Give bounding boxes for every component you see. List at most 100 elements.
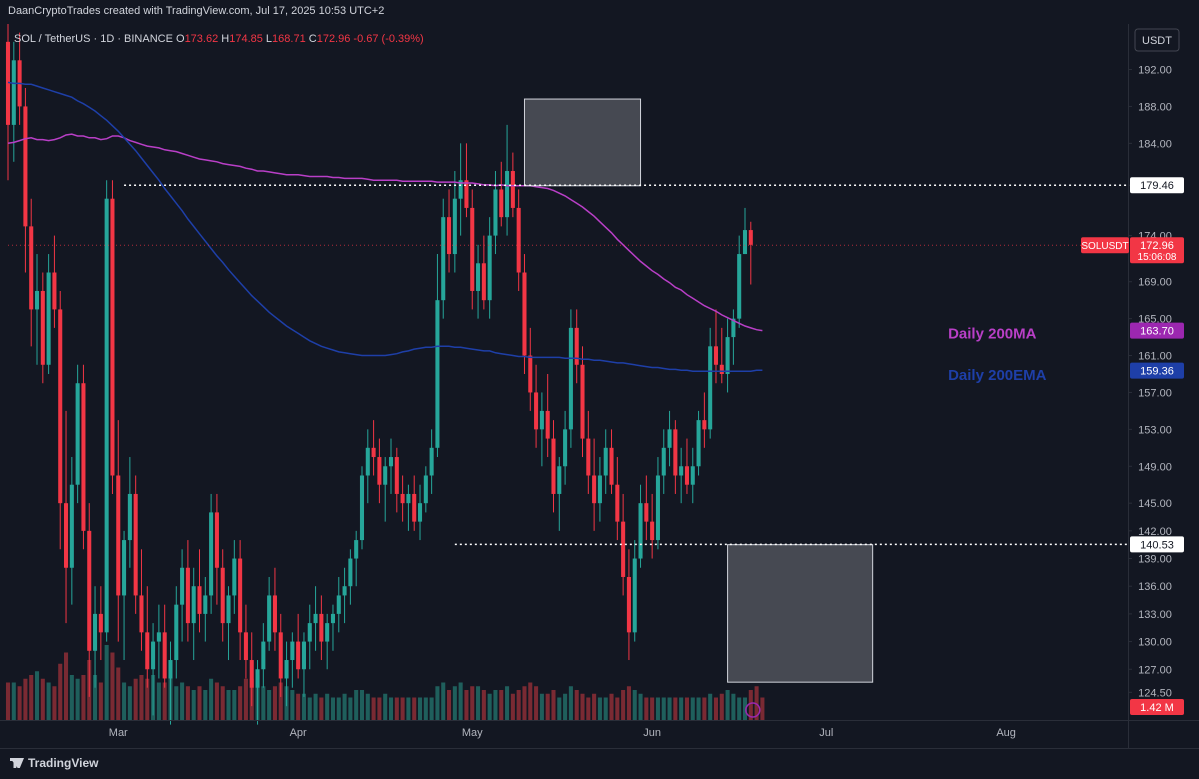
candle-body [539,410,544,430]
volume-bar [464,690,469,720]
currency-button[interactable] [1134,28,1180,52]
candle-body [313,613,318,624]
volume-bar [214,682,219,720]
candle-body [52,272,57,310]
volume-bar [719,693,724,720]
candle-body [748,230,753,245]
candle-body [609,447,614,485]
volume-bar [551,690,556,720]
volume-bar [679,697,684,720]
price-tag-140: 140.53 [1130,536,1184,553]
candle-body [81,383,86,531]
candle-body [557,466,562,494]
volume-bar [516,690,521,720]
candle-body [116,475,121,596]
candle-body [737,254,742,319]
candle-body [104,198,109,633]
volume-bar [272,686,277,720]
volume-bar [493,690,498,720]
price-tag-ema-text: 159.36 [1140,366,1174,378]
candle-body [522,272,527,356]
candle-body [592,475,597,504]
volume-bar [534,686,539,720]
credit-text: DaanCryptoTrades created with TradingVie… [8,5,385,17]
candle-body [127,493,132,541]
legend-part: 173.62 [185,33,222,45]
candle-body [348,558,353,587]
price-chart[interactable]: Daily 200MA Daily 200EMA 192.00 188.00 184.… [0,24,1199,748]
candle-body [568,327,573,430]
volume-bar [354,690,359,720]
volume-bar [377,697,382,720]
volume-bar [81,675,86,720]
volume-bar [441,682,446,720]
candle-body [11,60,16,125]
candle-body [388,457,394,467]
volume-bar [545,693,550,720]
volume-bar [423,697,428,720]
candle-body [586,438,591,476]
price-tag-ma-bg [1130,322,1184,339]
candle-body [719,364,724,374]
volume-bar [383,693,388,720]
candle-body [574,327,579,365]
candle-body [563,429,568,467]
candle-body [290,641,295,661]
candle-body [621,521,626,577]
candle-body [603,447,608,476]
candle-body [551,438,556,494]
volume-bar [406,697,411,720]
candle-body [162,632,167,679]
candle-body [464,180,469,208]
candle-body [394,457,399,494]
symbol-tag-bg [1081,237,1129,254]
price-tag-ma-text: 163.70 [1140,326,1174,338]
volume-bar [696,697,701,720]
volume-bar [563,693,568,720]
volume-bar [522,686,527,720]
candle-body [493,189,498,236]
candle-body [191,586,196,624]
tradingview-logo-icon [10,758,24,768]
volume-bar [301,693,306,720]
volume-bar [731,693,736,720]
volume-bar [185,686,190,720]
candle-body [185,567,190,624]
legend-part: 172.96 [317,33,354,45]
candle-body [708,346,713,430]
y-tick-label: 184.00 [1138,138,1172,150]
candle-body [34,290,40,310]
volume-bar [684,697,689,720]
candle-body [122,540,127,596]
candle-body [696,420,701,467]
candle-body [638,503,643,559]
volume-bar [667,697,672,720]
candle-body [296,641,301,670]
candle-body [481,263,486,301]
volume-bar [232,690,237,720]
legend-part: O [176,33,185,45]
candle-body [319,613,324,642]
candle-body [249,660,254,688]
candle-body [301,641,306,670]
x-tick-label: Aug [996,727,1016,739]
volume-bar [5,682,11,720]
volume-bar [638,693,643,720]
volume-bar [481,690,486,720]
candle-body [545,410,550,439]
candle-body [110,198,115,476]
candle-body [429,447,434,476]
volume-bar [661,697,666,720]
candle-body [650,521,655,541]
lightning-icon[interactable] [745,702,761,718]
volume-bar [127,686,132,720]
candle-body [679,466,684,476]
ma-200-line [7,133,763,332]
volume-bar [650,697,655,720]
price-tag-ema-bg [1130,362,1184,379]
y-tick-label: 124.50 [1138,687,1172,699]
legend-part: 174.85 [229,33,266,45]
legend-part: -0.67 (-0.39%) [353,33,423,45]
tradingview-logo[interactable]: TradingView [10,756,98,770]
annotation-label: Daily 200EMA [948,367,1047,384]
